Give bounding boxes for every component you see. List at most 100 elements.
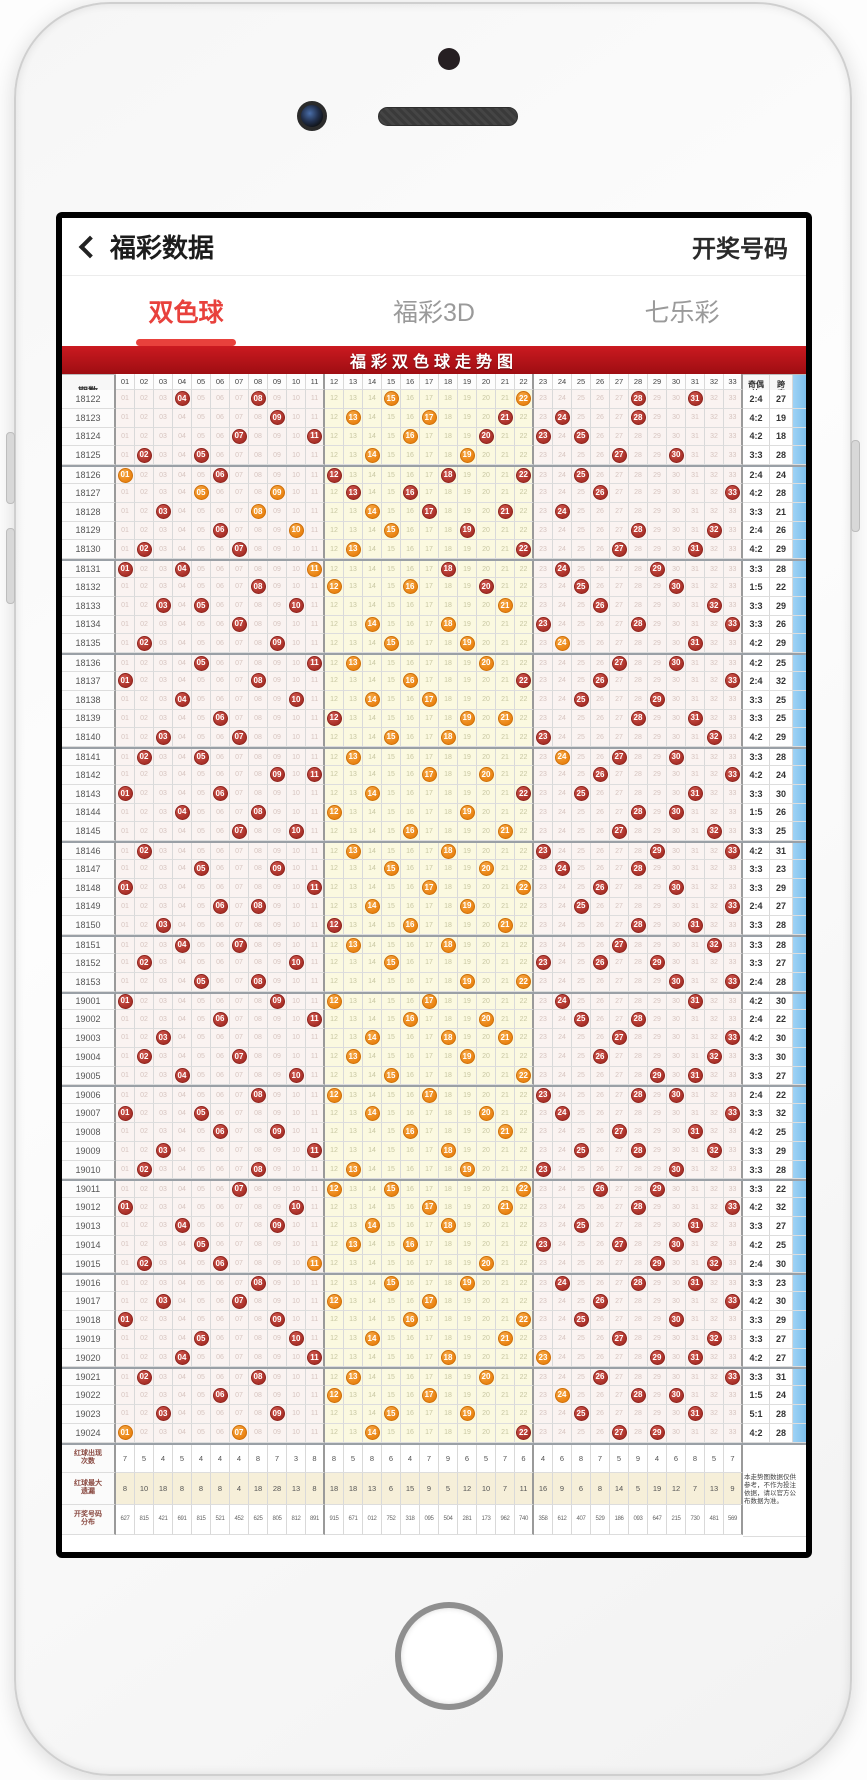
empty-cell: 29 bbox=[648, 1217, 667, 1236]
empty-cell: 10 bbox=[287, 1029, 306, 1048]
issue-cell: 18153 bbox=[62, 972, 116, 992]
span-value: 28 bbox=[770, 1160, 793, 1180]
empty-cell: 07 bbox=[230, 1010, 249, 1030]
red-ball: 31 bbox=[687, 710, 703, 726]
empty-cell: 01 bbox=[116, 859, 135, 879]
empty-cell: 03 bbox=[154, 1066, 173, 1086]
empty-cell: 02 bbox=[135, 467, 154, 484]
empty-cell: 32 bbox=[705, 897, 724, 917]
span-value: 29 bbox=[770, 1141, 793, 1161]
empty-cell: 29 bbox=[648, 427, 667, 447]
red-ball: 28 bbox=[630, 1143, 646, 1159]
empty-cell: 09 bbox=[268, 1047, 287, 1067]
empty-cell: 25 bbox=[572, 446, 591, 466]
red-ball: 28 bbox=[630, 1087, 646, 1103]
empty-cell: 24 bbox=[553, 1311, 572, 1330]
empty-cell: 13 bbox=[344, 878, 363, 898]
empty-cell: 16 bbox=[401, 709, 420, 729]
blue-edge-cell bbox=[793, 1104, 806, 1124]
ball-cell: 17 bbox=[420, 1386, 439, 1406]
empty-cell: 23 bbox=[534, 784, 553, 804]
empty-cell: 16 bbox=[401, 993, 420, 1011]
empty-cell: 18 bbox=[439, 784, 458, 804]
empty-cell: 03 bbox=[154, 878, 173, 898]
empty-cell: 31 bbox=[686, 1104, 705, 1124]
span-value: 32 bbox=[770, 1198, 793, 1218]
empty-cell: 05 bbox=[192, 953, 211, 973]
tab-qilecai[interactable]: 七乐彩 bbox=[644, 299, 720, 327]
empty-cell: 12 bbox=[325, 843, 344, 860]
footer-value: 318 bbox=[401, 1504, 420, 1535]
orange-ball: 16 bbox=[402, 917, 418, 933]
open-results-button[interactable]: 开奖号码 bbox=[692, 236, 788, 263]
empty-cell: 19 bbox=[458, 916, 477, 936]
footer-value: 093 bbox=[629, 1504, 648, 1535]
empty-cell: 06 bbox=[211, 1348, 230, 1368]
empty-cell: 03 bbox=[154, 937, 173, 954]
empty-cell: 02 bbox=[135, 916, 154, 936]
empty-cell: 24 bbox=[553, 822, 572, 842]
span-value: 19 bbox=[770, 408, 793, 428]
ball-cell: 13 bbox=[344, 749, 363, 766]
blue-edge-cell bbox=[793, 1047, 806, 1067]
empty-cell: 30 bbox=[667, 596, 686, 616]
empty-cell: 16 bbox=[401, 1369, 420, 1387]
empty-cell: 17 bbox=[420, 937, 439, 954]
red-ball: 09 bbox=[269, 1312, 285, 1328]
empty-cell: 24 bbox=[553, 1141, 572, 1161]
page-title[interactable]: 福彩数据 bbox=[110, 233, 215, 263]
empty-cell: 19 bbox=[458, 822, 477, 842]
empty-cell: 32 bbox=[705, 1123, 724, 1142]
red-ball: 09 bbox=[269, 410, 285, 426]
blue-edge-cell bbox=[793, 671, 806, 691]
ball-cell: 10 bbox=[287, 521, 306, 541]
ball-cell: 19 bbox=[458, 1275, 477, 1293]
tab-fucai3d[interactable]: 福彩3D bbox=[393, 299, 475, 327]
empty-cell: 27 bbox=[610, 1254, 629, 1274]
empty-cell: 11 bbox=[306, 1311, 325, 1330]
footer-value: 7 bbox=[496, 1472, 515, 1505]
empty-cell: 26 bbox=[591, 1235, 610, 1255]
table-row: 19024 01 02 03 04 05 06 07 08 09 10 11 12 13 14 15 16 17 1… bbox=[62, 1423, 806, 1443]
empty-cell: 22 bbox=[515, 615, 534, 635]
orange-ball: 13 bbox=[345, 541, 361, 557]
red-ball: 27 bbox=[611, 541, 627, 557]
ball-cell: 18 bbox=[439, 467, 458, 484]
issue-cell: 18152 bbox=[62, 953, 116, 973]
red-ball: 24 bbox=[554, 561, 570, 577]
empty-cell: 08 bbox=[249, 1198, 268, 1218]
ball-cell: 01 bbox=[116, 993, 135, 1011]
empty-cell: 18 bbox=[439, 749, 458, 766]
empty-cell: 20 bbox=[477, 1198, 496, 1218]
table-row: 19013 01 02 03 04 05 06 07 08 09 10 11 12 13 14 15 16 17 1… bbox=[62, 1217, 806, 1236]
empty-cell: 03 bbox=[154, 1386, 173, 1406]
empty-cell: 11 bbox=[306, 1181, 325, 1199]
red-ball: 10 bbox=[288, 1331, 304, 1347]
red-ball: 25 bbox=[573, 428, 589, 444]
empty-cell: 03 bbox=[154, 822, 173, 842]
empty-cell: 13 bbox=[344, 1292, 363, 1312]
empty-cell: 04 bbox=[173, 859, 192, 879]
empty-cell: 23 bbox=[534, 1311, 553, 1330]
orange-ball: 22 bbox=[516, 880, 531, 896]
red-ball: 30 bbox=[668, 1162, 684, 1178]
empty-cell: 32 bbox=[705, 427, 724, 447]
empty-cell: 20 bbox=[477, 709, 496, 729]
empty-cell: 33 bbox=[724, 1141, 743, 1161]
col-header-19: 19 bbox=[458, 374, 477, 390]
red-ball: 10 bbox=[288, 1068, 304, 1084]
tab-shuangseqiu[interactable]: 双色球 bbox=[148, 299, 224, 327]
empty-cell: 24 bbox=[553, 765, 572, 785]
empty-cell: 18 bbox=[439, 1386, 458, 1406]
red-ball: 33 bbox=[725, 843, 740, 859]
back-chevron-icon[interactable] bbox=[78, 235, 102, 258]
empty-cell: 32 bbox=[705, 540, 724, 560]
empty-cell: 08 bbox=[249, 521, 268, 541]
issue-cell: 18144 bbox=[62, 803, 116, 823]
empty-cell: 29 bbox=[648, 749, 667, 766]
table-row: 18135 01 02 03 04 05 06 07 08 09 10 11 12 13 14 15 16 17 1… bbox=[62, 634, 806, 654]
footer-value: 569 bbox=[724, 1504, 743, 1535]
ball-cell: 16 bbox=[401, 483, 420, 503]
empty-cell: 30 bbox=[667, 765, 686, 785]
